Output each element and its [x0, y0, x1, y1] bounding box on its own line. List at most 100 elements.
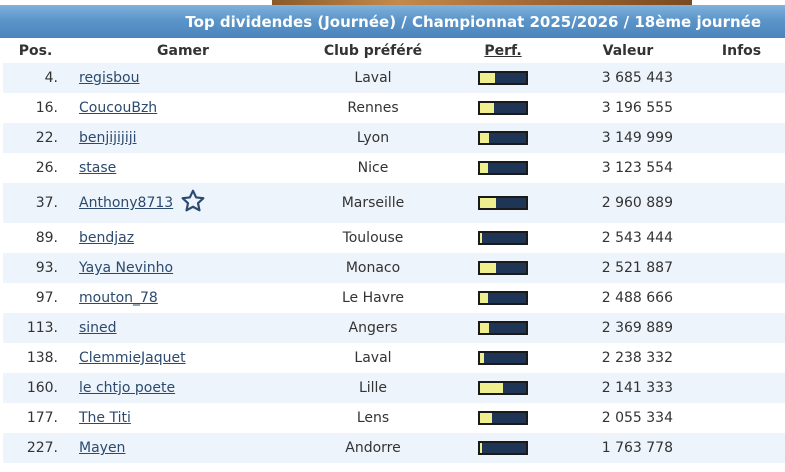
perf-bar-fill — [480, 133, 490, 143]
row-perf-cell — [448, 433, 558, 463]
row-club: Angers — [348, 320, 398, 336]
row-club: Lyon — [356, 130, 390, 146]
row-valeur: 3 149 999 — [601, 130, 673, 146]
perf-bar — [478, 411, 528, 425]
row-valeur: 3 196 555 — [601, 100, 673, 116]
row-perf-cell — [448, 373, 558, 403]
row-position: 160. — [26, 380, 58, 396]
row-perf-cell — [448, 223, 558, 253]
gamer-link[interactable]: sined — [79, 320, 117, 336]
row-valeur: 2 488 666 — [601, 290, 673, 306]
star-icon — [179, 188, 207, 218]
row-club: Laval — [354, 70, 392, 86]
row-valeur: 2 369 889 — [601, 320, 673, 336]
gamer-link[interactable]: mouton_78 — [79, 290, 158, 306]
row-perf-cell — [448, 93, 558, 123]
ranking-table-body: 4. regisbou Laval 3 685 443 16. CoucouBzh Renn… — [3, 63, 785, 463]
row-valeur: 2 521 887 — [601, 260, 673, 276]
gamer-link[interactable]: ClemmieJaquet — [79, 350, 186, 366]
row-perf-cell — [448, 313, 558, 343]
row-position: 16. — [35, 100, 58, 116]
gamer-link[interactable]: CoucouBzh — [79, 100, 158, 116]
row-position: 227. — [26, 440, 58, 456]
perf-bar-fill — [480, 293, 489, 303]
row-gamer-cell: ClemmieJaquet — [68, 343, 298, 373]
column-header-club: Club préféré — [323, 42, 423, 59]
table-row: 4. regisbou Laval 3 685 443 — [3, 63, 785, 93]
gamer-link[interactable]: benjijijiji — [79, 130, 137, 146]
row-gamer-cell: bendjaz — [68, 223, 298, 253]
row-perf-cell — [448, 343, 558, 373]
perf-bar-fill — [480, 263, 497, 273]
perf-bar-fill — [480, 443, 483, 453]
row-valeur: 3 123 554 — [601, 160, 673, 176]
perf-bar — [478, 161, 528, 175]
ranking-table: Pos. Gamer Club préféré Perf. Valeur Inf… — [3, 38, 785, 463]
table-row: 26. stase Nice 3 123 554 — [3, 153, 785, 183]
gamer-link[interactable]: Mayen — [79, 440, 126, 456]
perf-bar-fill — [480, 73, 496, 83]
row-valeur: 2 141 333 — [601, 380, 673, 396]
row-club: Nice — [357, 160, 389, 176]
row-position: 138. — [26, 350, 58, 366]
gamer-link[interactable]: Anthony8713 — [79, 195, 174, 211]
perf-bar — [478, 71, 528, 85]
row-gamer-cell: Yaya Nevinho — [68, 253, 298, 283]
row-club: Le Havre — [341, 290, 405, 306]
perf-bar — [478, 291, 528, 305]
gamer-link[interactable]: Yaya Nevinho — [79, 260, 174, 276]
row-club: Monaco — [345, 260, 401, 276]
row-gamer-cell: le chtjo poete — [68, 373, 298, 403]
perf-bar — [478, 196, 528, 210]
table-row: 227. Mayen Andorre 1 763 778 — [3, 433, 785, 463]
table-row: 16. CoucouBzh Rennes 3 196 555 — [3, 93, 785, 123]
perf-bar-fill — [480, 413, 492, 423]
row-position: 26. — [35, 160, 58, 176]
row-position: 97. — [35, 290, 58, 306]
row-club: Lens — [356, 410, 390, 426]
gamer-link[interactable]: regisbou — [79, 70, 140, 86]
table-row: 89. bendjaz Toulouse 2 543 444 — [3, 223, 785, 253]
perf-bar-fill — [480, 198, 497, 208]
row-position: 4. — [44, 70, 58, 86]
table-row: 22. benjijijiji Lyon 3 149 999 — [3, 123, 785, 153]
gamer-link[interactable]: stase — [79, 160, 117, 176]
row-gamer-cell: regisbou — [68, 63, 298, 93]
perf-bar — [478, 261, 528, 275]
row-valeur: 2 238 332 — [601, 350, 673, 366]
table-row: 97. mouton_78 Le Havre 2 488 666 — [3, 283, 785, 313]
row-perf-cell — [448, 153, 558, 183]
row-gamer-cell: stase — [68, 153, 298, 183]
row-gamer-cell: Anthony8713 — [68, 183, 298, 223]
gamer-link[interactable]: The Titi — [79, 410, 131, 426]
table-row: 177. The Titi Lens 2 055 334 — [3, 403, 785, 433]
row-position: 93. — [35, 260, 58, 276]
perf-bar — [478, 381, 528, 395]
row-valeur: 3 685 443 — [601, 70, 673, 86]
row-valeur: 2 960 889 — [601, 195, 673, 211]
column-header-perf[interactable]: Perf. — [484, 42, 522, 59]
table-row: 113. sined Angers 2 369 889 — [3, 313, 785, 343]
column-header-valeur: Valeur — [602, 42, 654, 59]
row-position: 37. — [35, 195, 58, 211]
perf-bar-fill — [480, 323, 490, 333]
perf-bar-fill — [480, 233, 483, 243]
row-club: Andorre — [345, 440, 401, 456]
gamer-link[interactable]: le chtjo poete — [79, 380, 176, 396]
row-gamer-cell: mouton_78 — [68, 283, 298, 313]
gamer-link[interactable]: bendjaz — [79, 230, 135, 246]
row-club: Laval — [354, 350, 392, 366]
perf-bar-fill — [480, 163, 489, 173]
row-position: 177. — [26, 410, 58, 426]
perf-bar — [478, 351, 528, 365]
row-perf-cell — [448, 183, 558, 223]
perf-bar — [478, 131, 528, 145]
row-gamer-cell: sined — [68, 313, 298, 343]
row-gamer-cell: CoucouBzh — [68, 93, 298, 123]
row-club: Marseille — [341, 195, 405, 211]
row-position: 89. — [35, 230, 58, 246]
row-valeur: 1 763 778 — [601, 440, 673, 456]
row-gamer-cell: The Titi — [68, 403, 298, 433]
row-valeur: 2 055 334 — [601, 410, 673, 426]
row-position: 22. — [35, 130, 58, 146]
